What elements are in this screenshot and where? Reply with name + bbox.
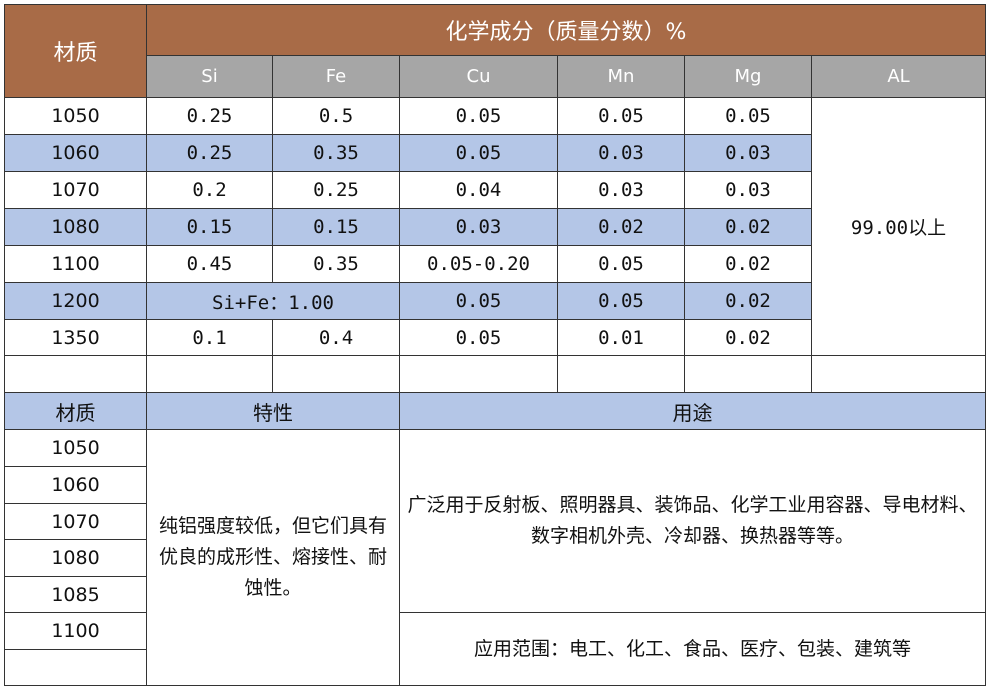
si-cell: 0.15 [146, 208, 273, 246]
property-cell: 纯铝强度较低，但它们具有优良的成形性、熔接性、耐蚀性。 [146, 429, 400, 686]
table-row: 1100 0.45 0.35 0.05-0.20 0.05 0.02 [4, 245, 986, 283]
mn-cell: 0.02 [557, 208, 685, 246]
empty-cell [272, 355, 400, 393]
cu-cell: 0.04 [399, 171, 558, 209]
material-cell: 1060 [4, 466, 147, 504]
table-row: 1350 0.1 0.4 0.05 0.01 0.02 [4, 319, 986, 356]
mn-cell: 0.01 [557, 319, 685, 356]
material-cell: 1080 [4, 208, 147, 246]
cu-cell: 0.05-0.20 [399, 245, 558, 283]
mg-cell: 0.05 [684, 97, 812, 135]
cu-cell: 0.05 [399, 319, 558, 356]
table-row: 1070 0.2 0.25 0.04 0.03 0.03 [4, 171, 986, 209]
empty-cell [4, 649, 147, 686]
element-header: Fe [272, 55, 400, 98]
fe-cell: 0.35 [272, 134, 400, 172]
mg-cell: 0.02 [684, 245, 812, 283]
si-cell: 0.45 [146, 245, 273, 283]
mn-cell: 0.03 [557, 171, 685, 209]
cu-cell: 0.05 [399, 97, 558, 135]
mg-cell: 0.02 [684, 208, 812, 246]
si-cell: 0.1 [146, 319, 273, 356]
material-cell: 1050 [4, 97, 147, 135]
material-cell: 1100 [4, 612, 147, 650]
aluminum-composition-table: 材质 化学成分（质量分数）% Si Fe Cu Mn Mg AL 1050 0.… [4, 4, 986, 686]
element-header: Mg [684, 55, 812, 98]
material-cell: 1085 [4, 576, 147, 613]
application-cell: 应用范围：电工、化工、食品、医疗、包装、建筑等 [399, 612, 986, 686]
empty-cell [399, 355, 558, 393]
element-header: AL [811, 55, 986, 98]
material-header-2: 材质 [4, 392, 147, 430]
empty-cell [146, 355, 273, 393]
empty-cell [557, 355, 685, 393]
mn-cell: 0.05 [557, 245, 685, 283]
empty-cell [4, 355, 147, 393]
composition-header: 化学成分（质量分数）% [146, 4, 986, 56]
mg-cell: 0.02 [684, 282, 812, 320]
material-cell: 1200 [4, 282, 147, 320]
material-cell: 1100 [4, 245, 147, 283]
mg-cell: 0.02 [684, 319, 812, 356]
material-cell: 1070 [4, 503, 147, 540]
si-cell: 0.25 [146, 134, 273, 172]
fe-cell: 0.35 [272, 245, 400, 283]
material-cell: 1060 [4, 134, 147, 172]
empty-row [4, 355, 986, 393]
element-header: Mn [557, 55, 685, 98]
si-cell: 0.25 [146, 97, 273, 135]
element-header: Cu [399, 55, 558, 98]
cu-cell: 0.05 [399, 134, 558, 172]
fe-cell: 0.15 [272, 208, 400, 246]
usage-cell: 广泛用于反射板、照明器具、装饰品、化学工业用容器、导电材料、数字相机外壳、冷却器… [399, 429, 986, 613]
empty-cell [811, 355, 986, 393]
mn-cell: 0.05 [557, 97, 685, 135]
fe-cell: 0.5 [272, 97, 400, 135]
cu-cell: 0.05 [399, 282, 558, 320]
si-cell: 0.2 [146, 171, 273, 209]
material-cell: 1350 [4, 319, 147, 356]
si-fe-cell: Si+Fe：1.00 [146, 282, 400, 320]
mn-cell: 0.03 [557, 134, 685, 172]
mg-cell: 0.03 [684, 171, 812, 209]
table-row: 1050 0.25 0.5 0.05 0.05 0.05 99.00以上 [4, 97, 986, 356]
material-header: 材质 [4, 4, 147, 98]
usage-header: 用途 [399, 392, 986, 430]
material-cell: 1070 [4, 171, 147, 209]
material-cell: 1080 [4, 539, 147, 577]
fe-cell: 0.4 [272, 319, 400, 356]
mg-cell: 0.03 [684, 134, 812, 172]
material-cell: 1050 [4, 429, 147, 467]
property-header: 特性 [146, 392, 400, 430]
al-cell: 99.00以上 [811, 97, 986, 356]
cu-cell: 0.03 [399, 208, 558, 246]
mn-cell: 0.05 [557, 282, 685, 320]
element-header: Si [146, 55, 273, 98]
fe-cell: 0.25 [272, 171, 400, 209]
empty-cell [684, 355, 812, 393]
